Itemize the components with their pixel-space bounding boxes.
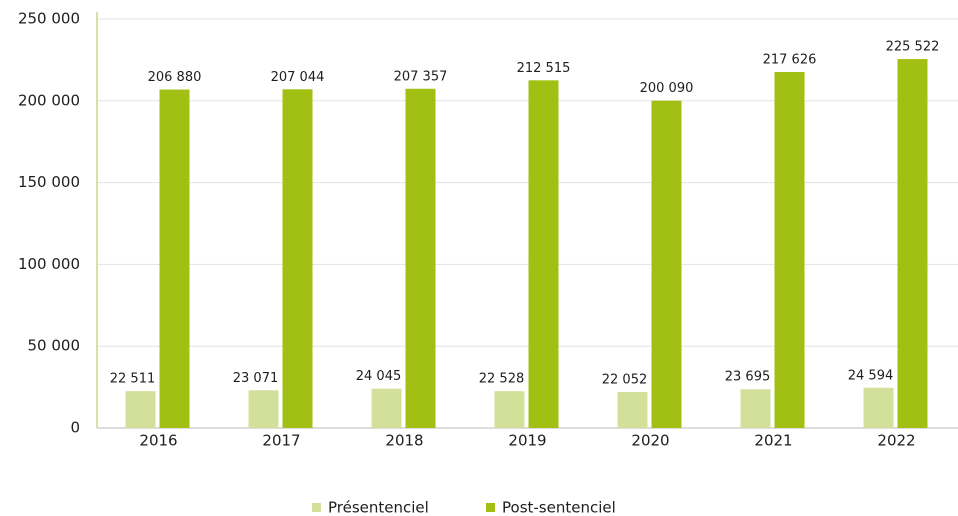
x-tick-label: 2021	[754, 432, 792, 450]
value-label: 206 880	[148, 70, 202, 85]
value-label: 23 071	[233, 371, 279, 386]
value-label: 22 052	[602, 372, 648, 387]
value-label: 22 528	[479, 372, 525, 387]
value-label: 217 626	[763, 52, 817, 67]
value-label: 200 090	[640, 81, 694, 96]
value-label: 207 044	[271, 70, 325, 85]
legend-label: Post-sentenciel	[502, 499, 616, 516]
value-label: 225 522	[886, 40, 940, 55]
bar	[248, 390, 279, 428]
y-tick-label: 250 000	[18, 10, 80, 28]
bar	[528, 80, 559, 428]
bar	[863, 387, 894, 428]
value-label: 23 695	[725, 370, 771, 385]
x-tick-label: 2019	[508, 432, 546, 450]
bar	[774, 71, 805, 428]
value-label: 24 045	[356, 369, 402, 384]
y-tick-label: 50 000	[28, 337, 81, 355]
bar	[897, 59, 928, 428]
y-tick-label: 0	[70, 419, 80, 437]
y-tick-label: 200 000	[18, 91, 80, 109]
bar	[494, 391, 525, 428]
x-tick-label: 2017	[262, 432, 300, 450]
bar	[651, 100, 682, 428]
x-tick-label: 2018	[385, 432, 423, 450]
legend-swatch	[312, 503, 321, 512]
bar	[159, 89, 190, 429]
x-tick-label: 2020	[631, 432, 669, 450]
bar	[125, 391, 156, 428]
bar	[371, 388, 402, 428]
bar	[617, 391, 648, 428]
x-tick-label: 2016	[139, 432, 177, 450]
value-label: 207 357	[394, 69, 448, 84]
y-tick-label: 100 000	[18, 255, 80, 273]
bar	[740, 389, 771, 428]
value-label: 24 594	[848, 368, 894, 383]
value-label: 22 511	[110, 372, 156, 387]
bar	[282, 89, 313, 429]
value-label: 212 515	[517, 61, 571, 76]
legend-swatch	[486, 503, 495, 512]
y-tick-label: 150 000	[18, 173, 80, 191]
legend-label: Présentenciel	[328, 499, 429, 516]
bar	[405, 88, 436, 428]
x-tick-label: 2022	[877, 432, 915, 450]
